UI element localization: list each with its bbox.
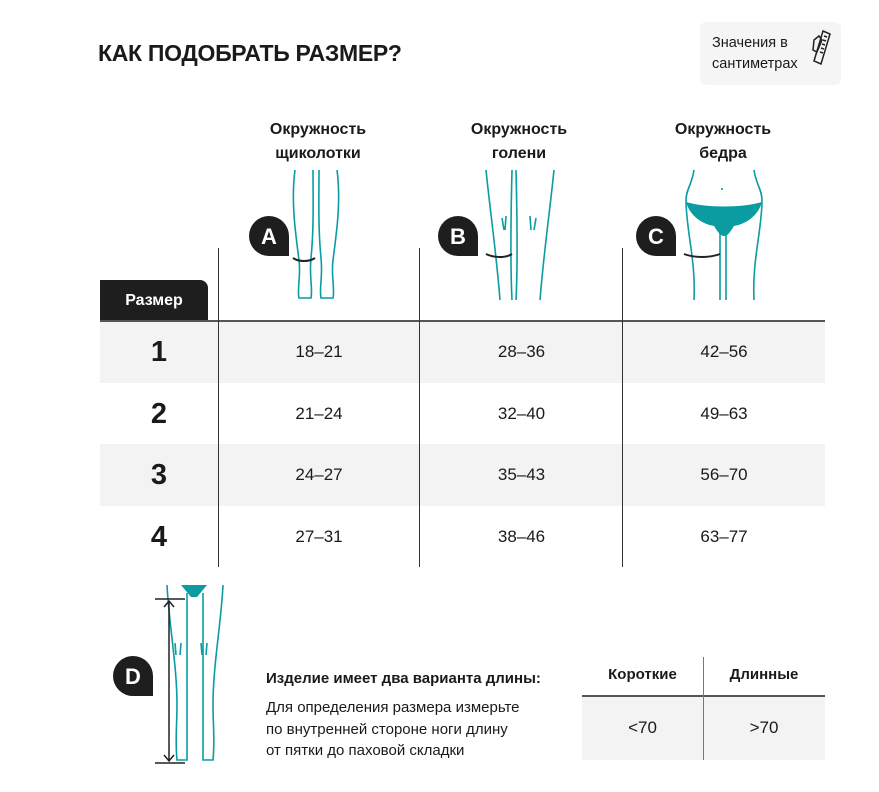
table-row: 3 24–27 35–43 56–70 <box>100 444 825 506</box>
thigh-hips-illustration <box>683 169 763 301</box>
leg-length-illustration <box>155 584 224 764</box>
svg-text:C: C <box>648 224 664 249</box>
marker-c-icon: C <box>636 216 676 256</box>
header-divider <box>100 320 825 322</box>
units-badge: Значения в сантиметрах <box>700 22 841 85</box>
marker-b-icon: B <box>438 216 478 256</box>
length-heading: Изделие имеет два варианта длины: <box>266 670 541 687</box>
page-title: КАК ПОДОБРАТЬ РАЗМЕР? <box>98 40 402 66</box>
column-header-calf: Окружность голени <box>470 121 568 162</box>
ruler-pencil-icon <box>812 29 831 66</box>
svg-text:B: B <box>450 224 466 249</box>
column-divider <box>622 248 623 567</box>
calf-legs-illustration <box>485 169 555 301</box>
column-header-thigh: Окружность бедра <box>674 121 772 162</box>
column-divider <box>218 248 219 567</box>
marker-d-icon: D <box>113 656 153 696</box>
length-column-divider <box>703 657 704 760</box>
table-row: 4 27–31 38–46 63–77 <box>150 521 748 553</box>
column-divider <box>419 248 420 567</box>
marker-a-icon: A <box>249 216 289 256</box>
length-value-long: >70 <box>749 718 779 737</box>
svg-text:A: A <box>261 224 277 249</box>
column-header-ankle: Окружность щиколотки <box>269 121 367 162</box>
ankle-legs-illustration <box>292 169 340 299</box>
table-row: 1 18–21 28–36 42–56 <box>100 321 825 383</box>
length-header-short: Короткие <box>608 666 677 683</box>
units-line2: сантиметрах <box>712 56 798 72</box>
table-row: 2 21–24 32–40 49–63 <box>150 398 748 430</box>
units-line1: Значения в <box>712 35 788 51</box>
length-value-short: <70 <box>628 718 657 737</box>
length-description: Для определения размера измерьте по внутр… <box>266 699 520 759</box>
svg-text:D: D <box>125 664 141 689</box>
size-header-tab: Размер <box>100 280 208 321</box>
length-header-long: Длинные <box>729 666 799 683</box>
